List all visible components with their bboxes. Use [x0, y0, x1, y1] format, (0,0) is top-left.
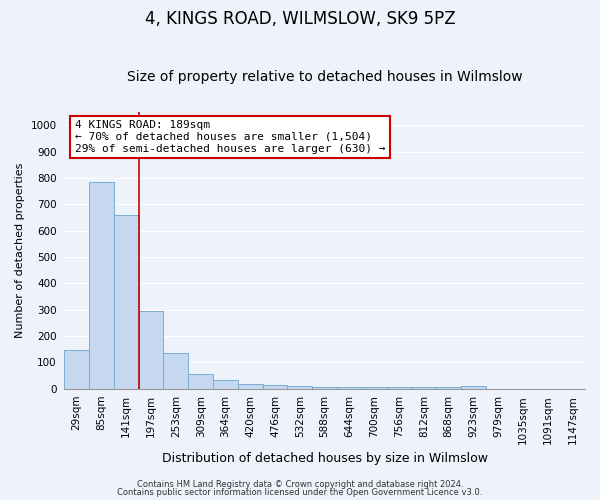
Bar — [163, 353, 188, 388]
Bar — [213, 380, 238, 388]
Bar — [287, 386, 312, 388]
Bar — [114, 215, 139, 388]
Y-axis label: Number of detached properties: Number of detached properties — [15, 162, 25, 338]
Bar — [89, 182, 114, 388]
Text: Contains public sector information licensed under the Open Government Licence v3: Contains public sector information licen… — [118, 488, 482, 497]
Bar — [188, 374, 213, 388]
Bar — [139, 311, 163, 388]
Text: 4 KINGS ROAD: 189sqm
← 70% of detached houses are smaller (1,504)
29% of semi-de: 4 KINGS ROAD: 189sqm ← 70% of detached h… — [75, 120, 385, 154]
Bar — [263, 384, 287, 388]
Text: Contains HM Land Registry data © Crown copyright and database right 2024.: Contains HM Land Registry data © Crown c… — [137, 480, 463, 489]
Bar — [64, 350, 89, 389]
Title: Size of property relative to detached houses in Wilmslow: Size of property relative to detached ho… — [127, 70, 523, 85]
Bar — [238, 384, 263, 388]
Bar — [461, 386, 486, 388]
X-axis label: Distribution of detached houses by size in Wilmslow: Distribution of detached houses by size … — [161, 452, 488, 465]
Text: 4, KINGS ROAD, WILMSLOW, SK9 5PZ: 4, KINGS ROAD, WILMSLOW, SK9 5PZ — [145, 10, 455, 28]
